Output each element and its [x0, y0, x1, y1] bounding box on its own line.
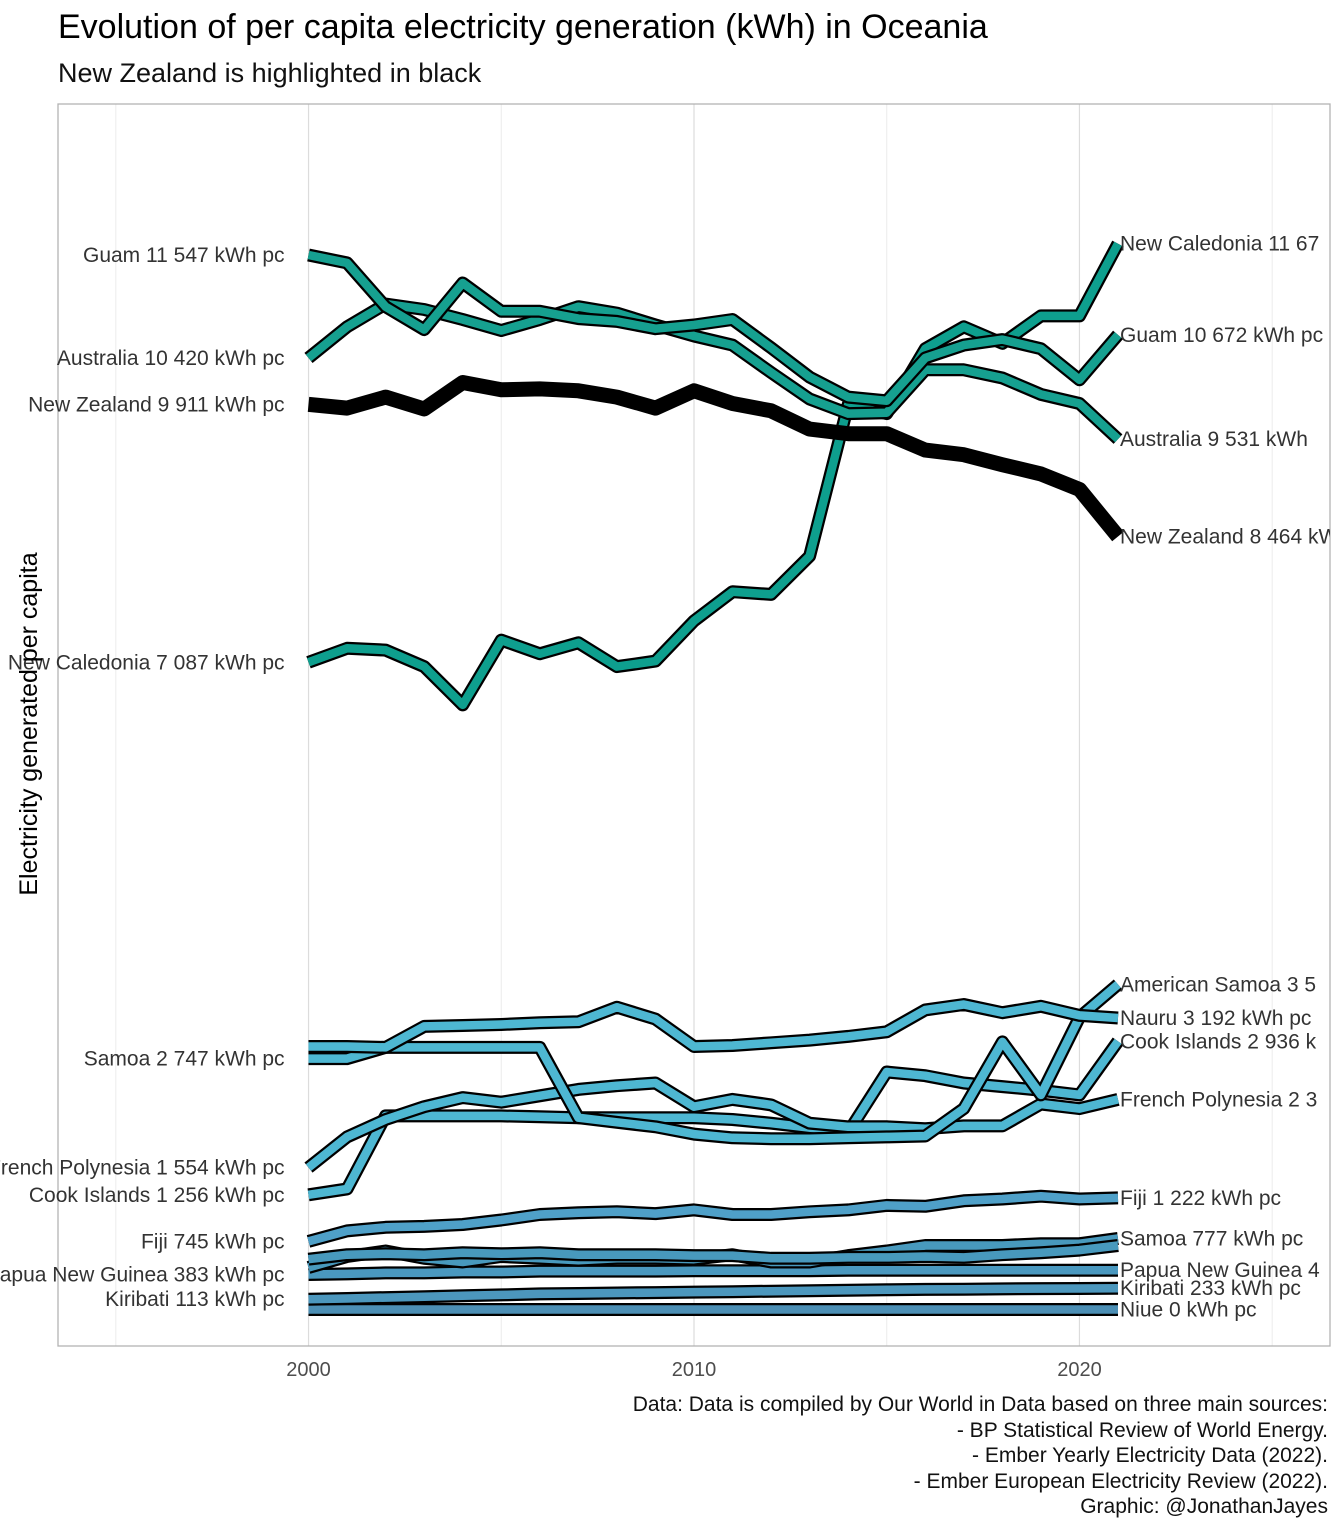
series-start-label: New Caledonia 7 087 kWh pc [8, 651, 285, 674]
panel-border [57, 103, 1331, 1347]
x-tick-label: 2020 [1057, 1359, 1102, 1381]
caption-line: - Ember Yearly Electricity Data (2022). [972, 1444, 1328, 1467]
series-start-label: Papua New Guinea 383 kWh pc [0, 1263, 285, 1286]
series-end-label: American Samoa 3 5 [1120, 973, 1316, 996]
series-start-label: Fiji 745 kWh pc [141, 1230, 285, 1253]
x-tick-label: 2000 [286, 1359, 331, 1381]
series-line [307, 1191, 1119, 1246]
series-start-label: Australia 10 420 kWh pc [57, 347, 285, 370]
series-start-label: New Zealand 9 911 kWh pc [28, 393, 284, 416]
series-start-label: Kiribati 113 kWh pc [105, 1288, 284, 1311]
series-end-label: Kiribati 233 kWh pc [1120, 1277, 1301, 1300]
chart-title: Evolution of per capita electricity gene… [58, 8, 988, 46]
chart-subtitle: New Zealand is highlighted in black [58, 58, 482, 88]
series-line [308, 1241, 1119, 1264]
caption-line: - BP Statistical Review of World Energy. [956, 1418, 1328, 1442]
caption-line: Data: Data is compiled by Our World in D… [632, 1393, 1328, 1416]
series-end-label: Cook Islands 2 936 k [1120, 1030, 1317, 1053]
series-end-label: Fiji 1 222 kWh pc [1120, 1187, 1281, 1210]
series-line [308, 1265, 1118, 1279]
series-line [305, 1078, 1119, 1171]
series-line [307, 241, 1122, 710]
series-end-label: Papua New Guinea 4 [1120, 1259, 1320, 1282]
x-tick-label: 2010 [672, 1359, 717, 1381]
y-axis-label: Electricity generated per capita [15, 552, 43, 895]
line-chart: Niue 0 kWh pc Kiribati 113 kWh pc Kiribati… [0, 103, 1344, 1381]
series-start-label: Cook Islands 1 256 kWh pc [29, 1184, 285, 1207]
series-line-highlight [307, 375, 1124, 542]
caption-line: Graphic: @JonathanJayes [1080, 1495, 1328, 1518]
caption: Data: Data is compiled by Our World in D… [633, 1392, 1328, 1520]
series-line [307, 250, 1122, 406]
series-line [308, 1283, 1119, 1304]
series-start-label: French Polynesia 1 554 kWh pc [0, 1157, 285, 1180]
series-end-label: Nauru 3 192 kWh pc [1120, 1007, 1311, 1030]
series-start-label: Guam 11 547 kWh pc [83, 244, 285, 267]
series-start-label: Samoa 2 747 kWh pc [84, 1048, 285, 1071]
series-end-label: Australia 9 531 kWh [1120, 428, 1308, 451]
series-end-label: Niue 0 kWh pc [1120, 1298, 1257, 1321]
series-end-label: New Caledonia 11 67 [1120, 233, 1319, 256]
series-line [308, 981, 1121, 1143]
series-end-label: Guam 10 672 kWh pc [1120, 324, 1323, 347]
series-line [308, 1000, 1119, 1052]
series-end-label: Samoa 777 kWh pc [1120, 1228, 1303, 1251]
series-end-label: French Polynesia 2 3 [1120, 1088, 1317, 1111]
series-end-label: New Zealand 8 464 kWh pc [1120, 526, 1344, 549]
caption-line: - Ember European Electricity Review (202… [913, 1469, 1328, 1493]
